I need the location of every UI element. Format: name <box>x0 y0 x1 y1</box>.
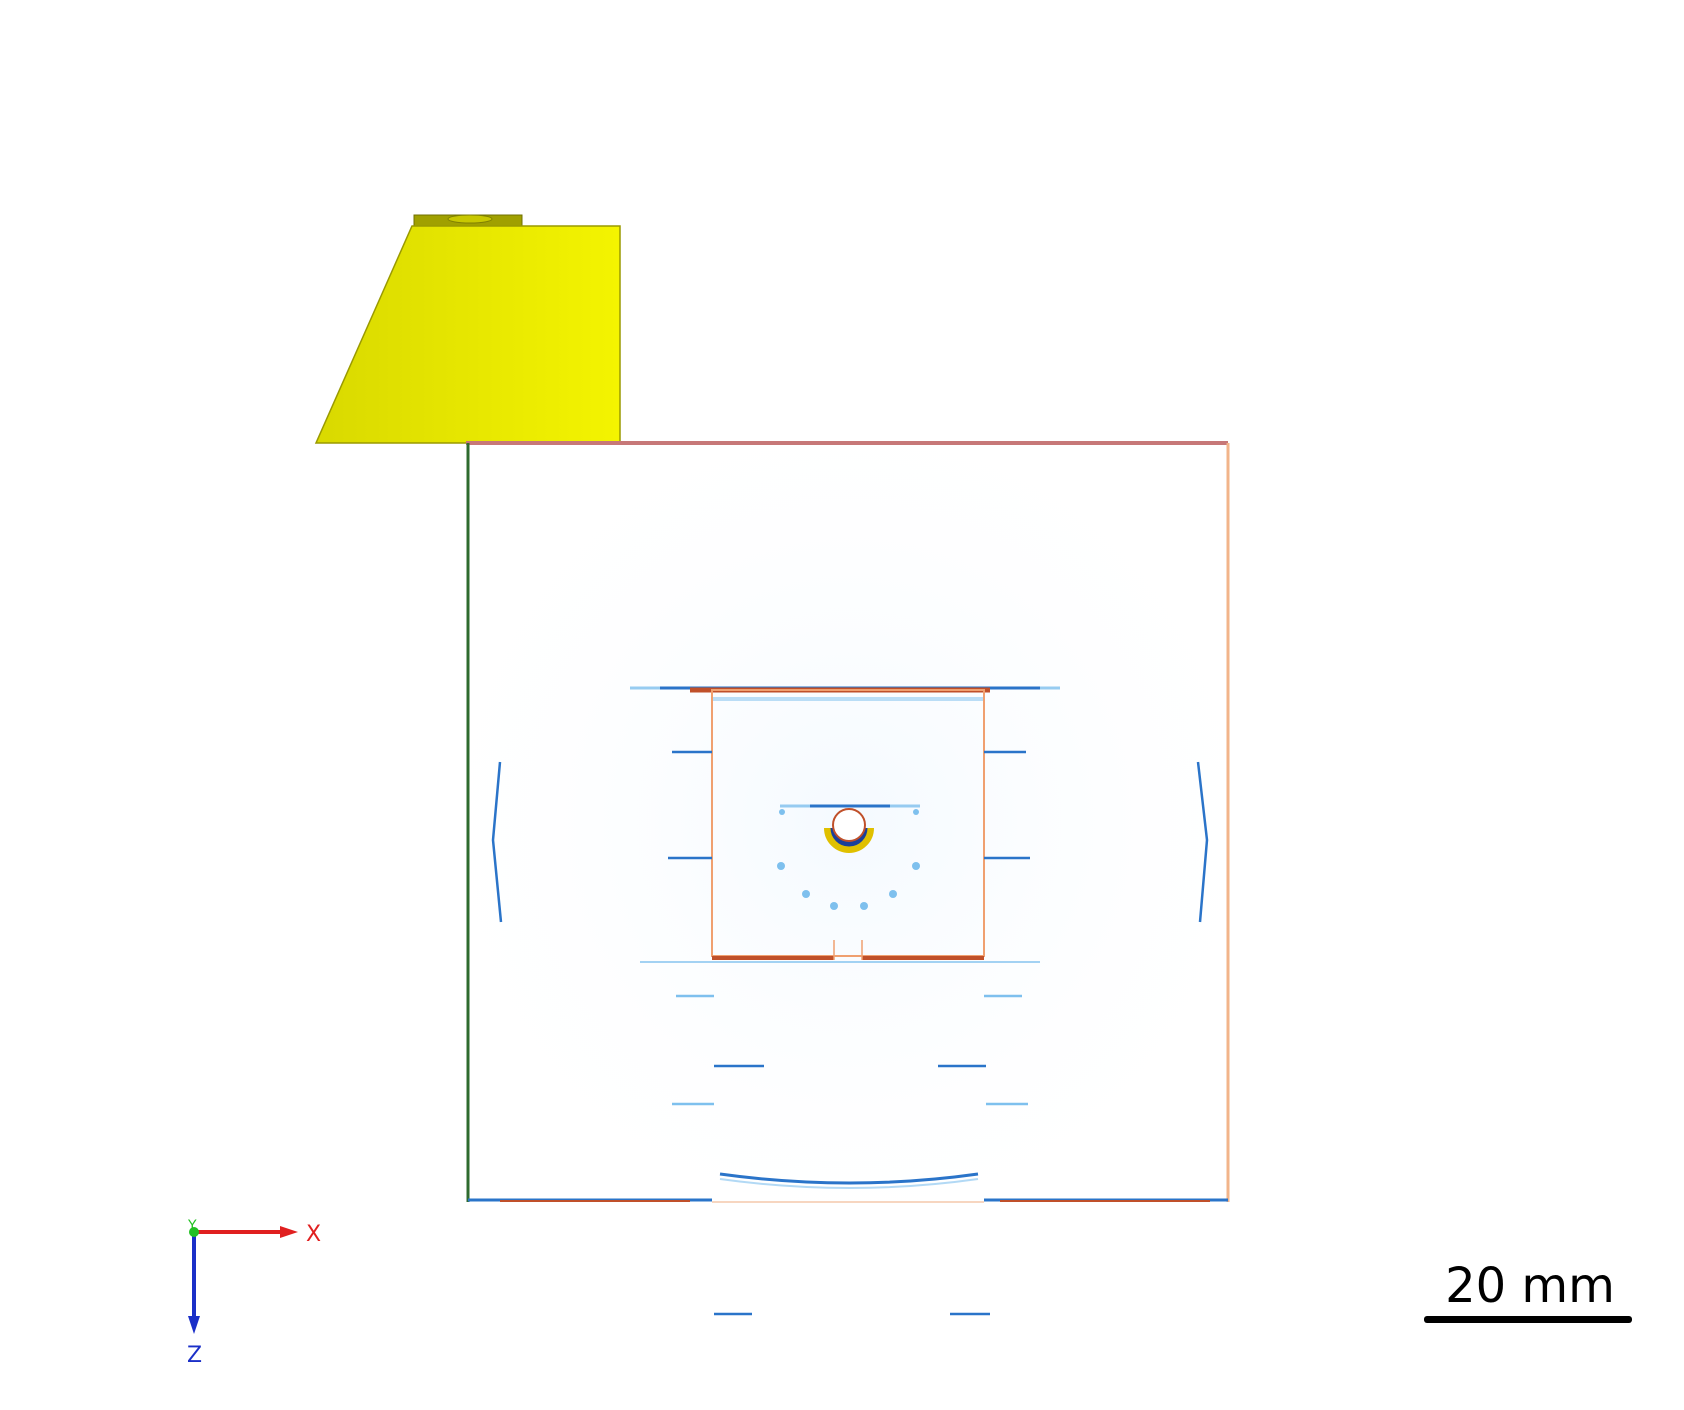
hole <box>832 808 866 842</box>
inner-inclusion <box>630 686 1060 963</box>
scatter-dot <box>860 902 868 910</box>
scatter-dot <box>912 862 920 870</box>
scatter-dot <box>802 890 810 898</box>
scatter-dot <box>889 890 897 898</box>
hole-crescent-blue <box>830 827 868 847</box>
z-axis-arrow <box>188 1316 200 1334</box>
lower-curved-wavefront-halo <box>719 1178 979 1189</box>
y-axis-label: Y <box>187 1218 197 1234</box>
scale-bar-label: 20 mm <box>1445 1258 1615 1314</box>
axis-triad: X Z Y <box>187 1218 321 1368</box>
left-wavefront <box>491 761 503 923</box>
side-wavefronts <box>491 761 1209 923</box>
side-drilled-hole <box>777 804 920 910</box>
scatter-dot <box>777 862 785 870</box>
scatter-dot <box>779 809 785 815</box>
lower-curved-wavefront <box>719 1172 979 1185</box>
y-axis-dot <box>189 1227 199 1237</box>
x-axis-label: X <box>306 1222 321 1247</box>
reflection-dashes <box>668 750 1030 1316</box>
hole-crescent-yellow <box>824 827 874 853</box>
transducer-cap-top <box>447 214 493 224</box>
inclusion-outline <box>711 689 985 957</box>
scale-bar <box>1424 1316 1632 1323</box>
scatter-dot <box>830 902 838 910</box>
z-axis-label: Z <box>187 1343 202 1368</box>
x-axis-arrow <box>280 1226 298 1238</box>
scatter-dot <box>913 809 919 815</box>
scatter-dots <box>777 809 920 910</box>
right-wavefront <box>1196 761 1209 923</box>
